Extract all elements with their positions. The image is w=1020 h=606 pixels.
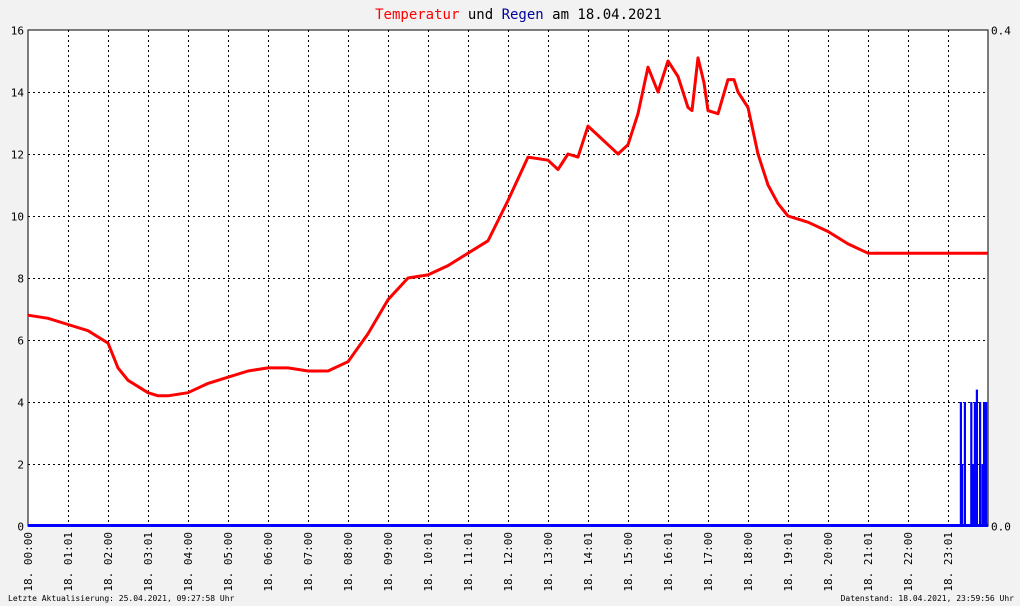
- rain-bar: [970, 402, 973, 526]
- y-tick-label-left: 6: [17, 335, 24, 348]
- y-tick-label-left: 10: [11, 211, 24, 224]
- y-tick-label-left: 0: [17, 521, 24, 534]
- rain-bar: [985, 402, 988, 526]
- temperature-line: [27, 56, 988, 398]
- y-tick-label-left: 2: [17, 459, 24, 472]
- x-tick-label: 18. 00:00: [22, 532, 35, 592]
- x-tick-label: 18. 07:00: [302, 532, 315, 592]
- rain-bar: [959, 402, 962, 526]
- chart-title: Temperatur und Regen am 18.04.2021: [333, 7, 687, 23]
- y-tick-label-left: 4: [17, 397, 24, 410]
- x-tick-label: 18. 04:00: [182, 532, 195, 592]
- rain-bar: [961, 464, 964, 526]
- footer-data-status: Datenstand: 18.04.2021, 23:59:56 Uhr: [841, 594, 1015, 603]
- x-tick-label: 18. 15:00: [622, 532, 635, 592]
- x-tick-label: 18. 20:00: [822, 532, 835, 592]
- x-tick-label: 18. 17:00: [702, 532, 715, 592]
- x-tick-label: 18. 09:00: [382, 532, 395, 592]
- x-tick-label: 18. 21:01: [862, 532, 875, 592]
- y-tick-label-left: 16: [11, 25, 24, 38]
- x-tick-label: 18. 23:01: [942, 532, 955, 592]
- x-tick-label: 18. 16:01: [662, 532, 675, 592]
- x-tick-label: 18. 14:01: [582, 532, 595, 592]
- footer-last-update: Letzte Aktualisierung: 25.04.2021, 09:27…: [8, 594, 235, 603]
- y-tick-label-left: 8: [17, 273, 24, 286]
- title-temperature: Temperatur: [375, 7, 459, 23]
- rain-bar: [963, 402, 966, 526]
- x-tick-label: 18. 13:00: [542, 532, 555, 592]
- rain-bar: [973, 402, 976, 526]
- y-tick-label-left: 14: [11, 87, 25, 100]
- rain-bar: [971, 464, 974, 526]
- x-tick-label: 18. 10:01: [422, 532, 435, 592]
- rain-bar: [979, 402, 982, 526]
- x-tick-label: 18. 22:00: [902, 532, 915, 592]
- y-tick-label-left: 12: [11, 149, 24, 162]
- rain-bar: [975, 389, 978, 526]
- x-tick-label: 18. 08:00: [342, 532, 355, 592]
- y-tick-label-right: 0.4: [991, 25, 1011, 38]
- x-tick-label: 18. 18:00: [742, 532, 755, 592]
- x-tick-label: 18. 05:00: [222, 532, 235, 592]
- title-rain: Regen: [502, 7, 544, 23]
- x-tick-label: 18. 11:01: [462, 532, 475, 592]
- x-tick-label: 18. 03:01: [142, 532, 155, 592]
- title-and: und: [459, 7, 501, 23]
- x-tick-label: 18. 19:01: [782, 532, 795, 592]
- x-tick-label: 18. 01:01: [62, 532, 75, 592]
- x-tick-label: 18. 06:00: [262, 532, 275, 592]
- x-tick-label: 18. 02:00: [102, 532, 115, 592]
- title-date: am 18.04.2021: [544, 7, 662, 23]
- y-tick-label-right: 0.0: [991, 521, 1011, 534]
- rain-bar: [983, 402, 986, 526]
- x-tick-label: 18. 12:00: [502, 532, 515, 592]
- rain-bar: [981, 464, 984, 526]
